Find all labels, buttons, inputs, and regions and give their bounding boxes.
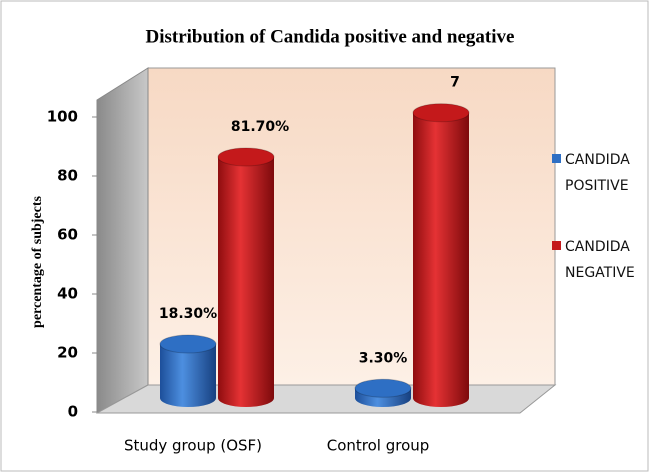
value-label: 3.30% [359, 350, 408, 366]
bar [413, 112, 469, 399]
chart-title: Distribution of Candida positive and neg… [146, 26, 515, 47]
value-label: 81.70% [231, 119, 289, 135]
bar [218, 156, 274, 398]
legend-swatch [552, 241, 561, 250]
x-tick-label: Study group (OSF) [124, 437, 262, 455]
x-tick-label: Control group [327, 437, 430, 455]
y-tick-label: 0 [68, 403, 78, 421]
side-wall [96, 67, 149, 414]
back-wall [147, 67, 556, 386]
legend-swatch [552, 154, 561, 163]
value-label: 18.30% [159, 306, 217, 322]
y-tick-label: 60 [57, 226, 78, 244]
bar-cap [159, 334, 217, 354]
bar-cap [217, 147, 275, 167]
legend-label: CANDIDA NEGATIVE [565, 239, 635, 281]
legend-label: CANDIDA POSITIVE [565, 152, 630, 194]
value-label: 7 [450, 75, 460, 91]
y-tick-label: 100 [47, 108, 78, 126]
bar-cap [354, 378, 412, 398]
y-tick-label: 20 [57, 344, 78, 362]
y-tick-label: 80 [57, 167, 78, 185]
bar-cap [412, 103, 470, 123]
y-axis-label: percentage of subjects [30, 195, 45, 327]
y-tick-label: 40 [57, 285, 78, 303]
